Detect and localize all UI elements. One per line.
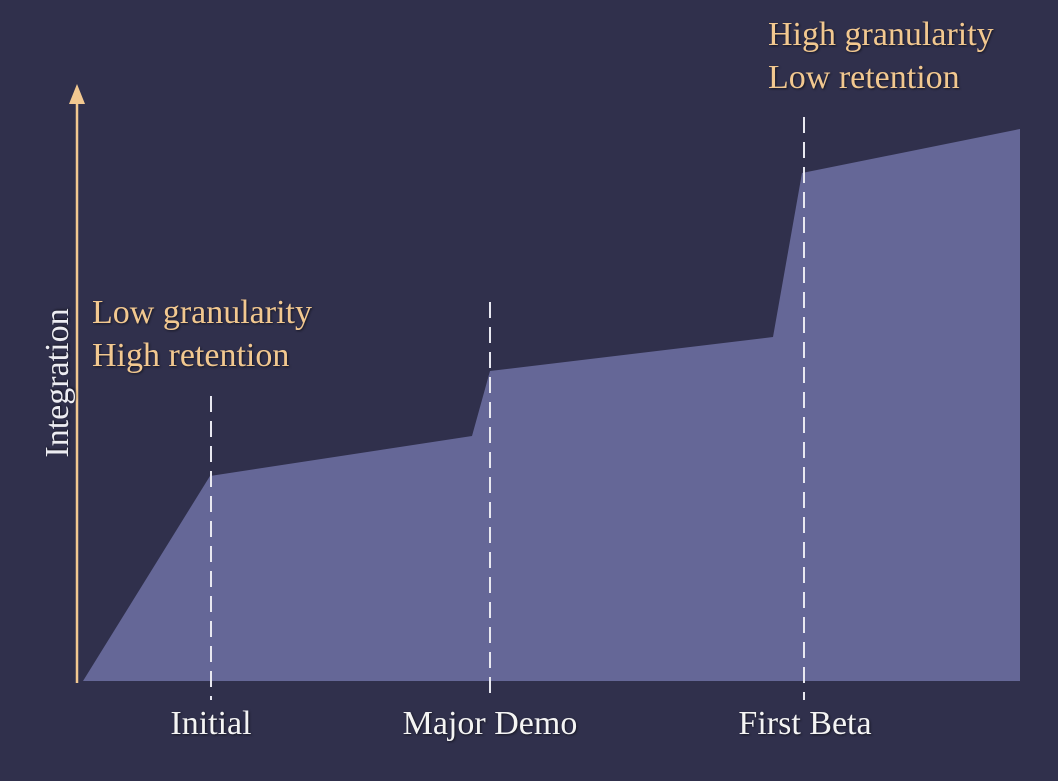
annotation-low-granularity: Low granularity High retention bbox=[92, 291, 312, 377]
y-axis-arrowhead bbox=[69, 84, 85, 104]
milestone-label-first-beta: First Beta bbox=[738, 705, 872, 742]
annotation-line: High retention bbox=[92, 337, 290, 374]
annotation-line: Low granularity bbox=[92, 294, 312, 331]
milestone-label-major-demo: Major Demo bbox=[402, 705, 578, 742]
annotation-line: Low retention bbox=[768, 59, 960, 96]
annotation-high-granularity: High granularity Low retention bbox=[768, 13, 994, 99]
milestone-label-initial: Initial bbox=[170, 705, 252, 742]
y-axis-label: Integration bbox=[39, 308, 76, 458]
integration-area bbox=[83, 129, 1020, 681]
annotation-line: High granularity bbox=[768, 16, 994, 53]
